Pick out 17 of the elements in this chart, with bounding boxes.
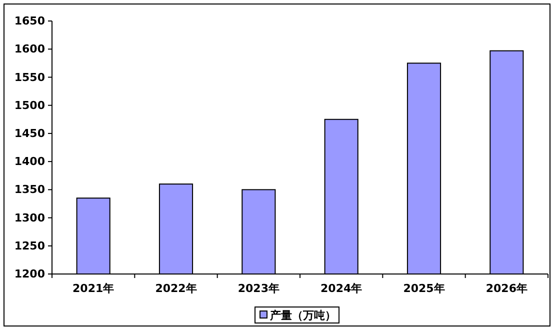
x-tick-label: 2024年 [320,282,362,295]
y-tick-label: 1200 [14,268,46,281]
y-tick-label: 1600 [14,42,46,56]
y-tick-label: 1500 [14,98,46,112]
y-tick-label: 1350 [14,183,46,196]
x-tick-label: 2025年 [403,282,445,295]
y-tick-label: 1650 [14,14,46,28]
x-tick-label: 2021年 [72,282,114,295]
y-tick-label: 1400 [14,155,46,168]
y-tick-label: 1550 [14,70,46,84]
x-tick-label: 2026年 [486,282,528,295]
y-tick-label: 1300 [14,211,46,224]
y-tick-label: 1250 [14,239,46,252]
legend-label: 产量（万吨） [269,309,336,322]
y-tick-label: 1450 [14,126,46,140]
x-tick-label: 2022年 [155,282,197,295]
x-tick-label: 2023年 [238,282,280,295]
